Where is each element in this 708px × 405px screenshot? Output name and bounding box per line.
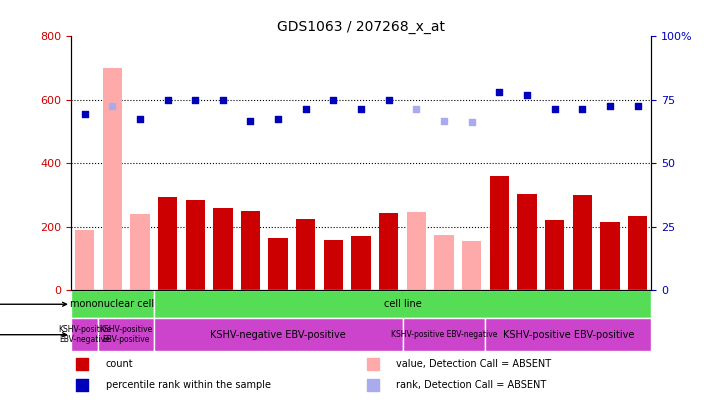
Bar	[98, 318, 154, 351]
Bar	[158, 197, 177, 290]
Point	[521, 92, 532, 98]
Bar	[628, 216, 647, 290]
Point	[604, 103, 615, 109]
Point	[383, 97, 394, 103]
Point	[367, 361, 378, 367]
Point	[355, 106, 367, 113]
Text: KSHV-positive
EBV-negative: KSHV-positive EBV-negative	[58, 325, 111, 344]
Text: KSHV-negative EBV-positive: KSHV-negative EBV-positive	[210, 330, 346, 340]
Text: count: count	[105, 359, 133, 369]
Bar	[296, 219, 316, 290]
Point	[576, 106, 588, 113]
Text: rank, Detection Call = ABSENT: rank, Detection Call = ABSENT	[396, 380, 546, 390]
Text: cell line: cell line	[384, 299, 421, 309]
Text: KSHV-positive
EBV-positive: KSHV-positive EBV-positive	[99, 325, 153, 344]
Bar	[71, 290, 154, 318]
Bar	[403, 318, 486, 351]
Bar	[351, 237, 371, 290]
Point	[135, 116, 146, 122]
Point	[217, 97, 229, 103]
Point	[245, 117, 256, 124]
Point	[79, 111, 91, 117]
Point	[493, 89, 505, 95]
Bar	[268, 238, 288, 290]
Text: mononuclear cell: mononuclear cell	[70, 299, 154, 309]
Point	[273, 116, 284, 122]
Text: cell type: cell type	[0, 299, 67, 309]
Title: GDS1063 / 207268_x_at: GDS1063 / 207268_x_at	[277, 20, 445, 34]
Bar	[154, 290, 651, 318]
Bar	[324, 239, 343, 290]
Point	[632, 103, 643, 109]
Bar	[518, 194, 537, 290]
Bar	[130, 214, 149, 290]
Point	[162, 97, 173, 103]
Text: KSHV-positive EBV-positive: KSHV-positive EBV-positive	[503, 330, 634, 340]
Bar	[75, 230, 94, 290]
Point	[300, 106, 312, 113]
Bar	[573, 195, 592, 290]
Point	[76, 361, 88, 367]
Bar	[490, 176, 509, 290]
Point	[76, 382, 88, 389]
Point	[438, 117, 450, 124]
Point	[107, 103, 118, 109]
Point	[466, 119, 477, 126]
Point	[367, 382, 378, 389]
Bar	[213, 208, 232, 290]
Bar	[103, 68, 122, 290]
Text: value, Detection Call = ABSENT: value, Detection Call = ABSENT	[396, 359, 551, 369]
Text: percentile rank within the sample: percentile rank within the sample	[105, 380, 270, 390]
Bar	[241, 211, 260, 290]
Bar	[71, 318, 98, 351]
Bar	[600, 222, 620, 290]
Point	[328, 97, 339, 103]
Bar	[545, 220, 564, 290]
Bar	[462, 241, 481, 290]
Bar	[379, 213, 399, 290]
Text: KSHV-positive EBV-negative: KSHV-positive EBV-negative	[391, 330, 497, 339]
Bar	[486, 318, 651, 351]
Bar	[434, 235, 454, 290]
Point	[190, 97, 201, 103]
Bar	[154, 318, 403, 351]
Text: infection: infection	[0, 330, 67, 340]
Bar	[406, 212, 426, 290]
Bar	[185, 200, 205, 290]
Point	[549, 106, 560, 113]
Point	[411, 106, 422, 113]
